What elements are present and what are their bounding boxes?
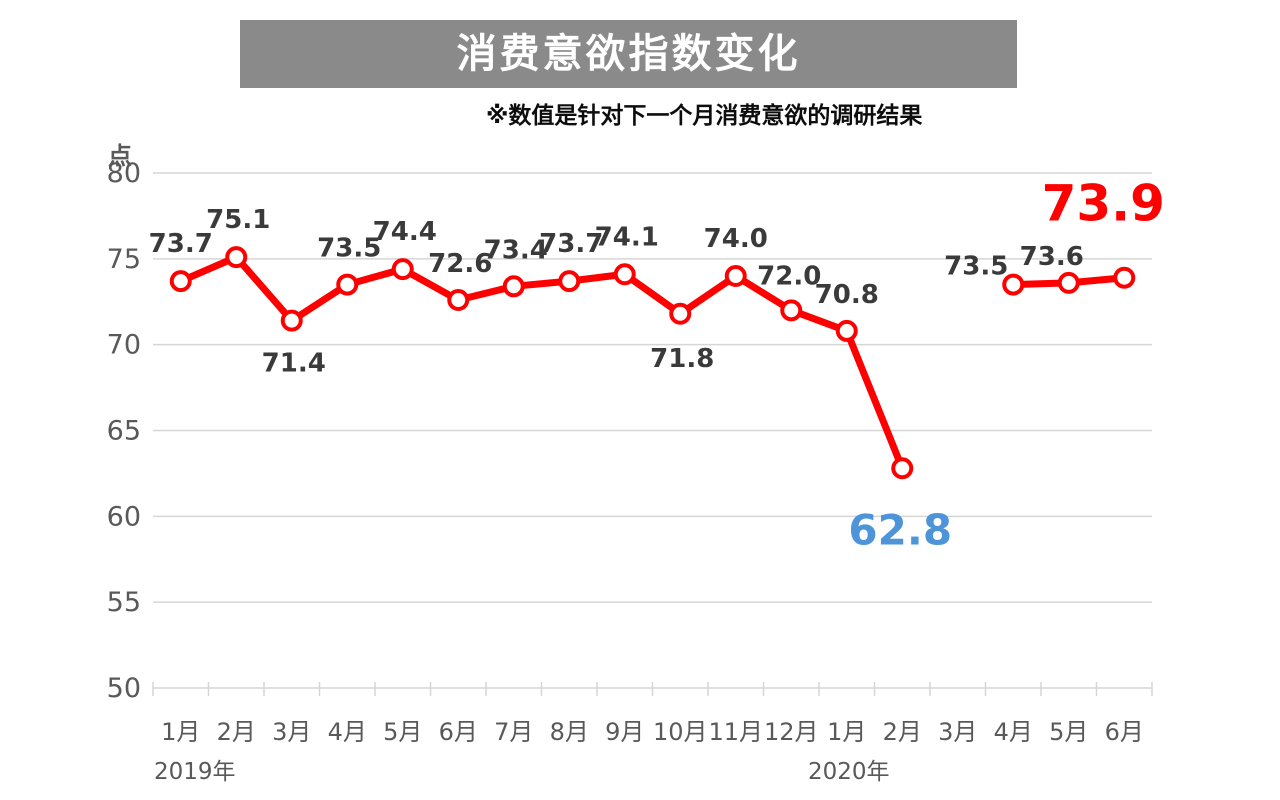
data-label: 74.4 <box>373 217 437 247</box>
y-axis-tick-label: 70 <box>107 330 141 361</box>
x-axis-month-label: 6月 <box>1105 718 1144 746</box>
data-label: 73.5 <box>317 234 381 264</box>
data-point-marker <box>391 258 414 281</box>
chart-title-banner: 消费意欲指数变化 <box>240 20 1017 88</box>
x-axis-year-label: 2019年 <box>154 759 236 785</box>
data-label: 72.6 <box>428 249 492 279</box>
x-axis-month-label: 5月 <box>1049 718 1088 746</box>
data-point-marker <box>502 275 525 298</box>
x-axis-month-label: 8月 <box>550 718 589 746</box>
data-point-marker <box>169 270 192 293</box>
data-point-marker <box>669 302 692 325</box>
data-label: 70.8 <box>815 280 879 310</box>
data-point-marker <box>724 265 747 287</box>
y-axis-tick-label: 65 <box>107 416 141 447</box>
data-label-latest: 73.9 <box>1042 175 1165 233</box>
x-axis-month-label: 1月 <box>827 718 866 746</box>
data-label: 74.1 <box>595 222 659 252</box>
x-axis-month-label: 4月 <box>994 718 1033 746</box>
data-label: 73.4 <box>484 235 548 265</box>
x-axis-month-label: 10月 <box>653 718 708 746</box>
data-label: 72.0 <box>757 261 821 291</box>
y-axis-tick-label: 55 <box>107 587 141 618</box>
x-axis-month-label: 7月 <box>494 718 533 746</box>
data-point-marker <box>613 263 636 286</box>
data-point-marker <box>447 289 470 312</box>
x-axis-month-label: 1月 <box>161 718 200 746</box>
data-point-marker <box>891 457 914 480</box>
x-axis-month-label: 3月 <box>272 718 311 746</box>
x-axis-month-label: 11月 <box>708 718 763 746</box>
y-axis-tick-label: 50 <box>107 673 141 704</box>
data-label: 71.4 <box>262 349 326 379</box>
data-point-marker <box>835 319 858 342</box>
data-label: 73.7 <box>539 229 603 259</box>
y-axis-tick-label: 75 <box>107 244 141 275</box>
chart-title: 消费意欲指数变化 <box>456 31 801 77</box>
data-label: 73.7 <box>149 229 213 259</box>
data-label: 71.8 <box>650 344 714 374</box>
data-label-lowest: 62.8 <box>848 505 952 554</box>
data-label: 74.0 <box>704 224 768 254</box>
x-axis-month-label: 3月 <box>938 718 977 746</box>
data-label: 73.5 <box>944 252 1008 282</box>
data-point-marker <box>1002 273 1025 296</box>
x-axis-month-label: 4月 <box>328 718 367 746</box>
x-axis-year-label: 2020年 <box>808 759 890 785</box>
data-label: 75.1 <box>206 205 270 235</box>
data-point-marker <box>280 309 303 332</box>
x-axis-month-label: 9月 <box>605 718 644 746</box>
y-axis-unit-label: 点 <box>108 142 132 170</box>
data-point-marker <box>558 270 581 293</box>
x-axis-month-label: 12月 <box>764 718 819 746</box>
data-point-marker <box>225 246 248 269</box>
x-axis-month-label: 5月 <box>383 718 422 746</box>
data-label: 73.6 <box>1020 242 1084 272</box>
data-point-marker <box>1057 271 1080 294</box>
data-point-marker <box>1113 266 1136 289</box>
chart-subtitle: ※数值是针对下一个月消费意欲的调研结果 <box>486 103 923 129</box>
y-axis-tick-label: 80 <box>107 158 141 189</box>
x-axis-month-label: 6月 <box>439 718 478 746</box>
x-axis-month-label: 2月 <box>883 718 922 746</box>
data-point-marker <box>780 299 803 322</box>
data-point-marker <box>336 273 359 296</box>
y-axis-tick-label: 60 <box>107 501 141 532</box>
x-axis-month-label: 2月 <box>217 718 256 746</box>
